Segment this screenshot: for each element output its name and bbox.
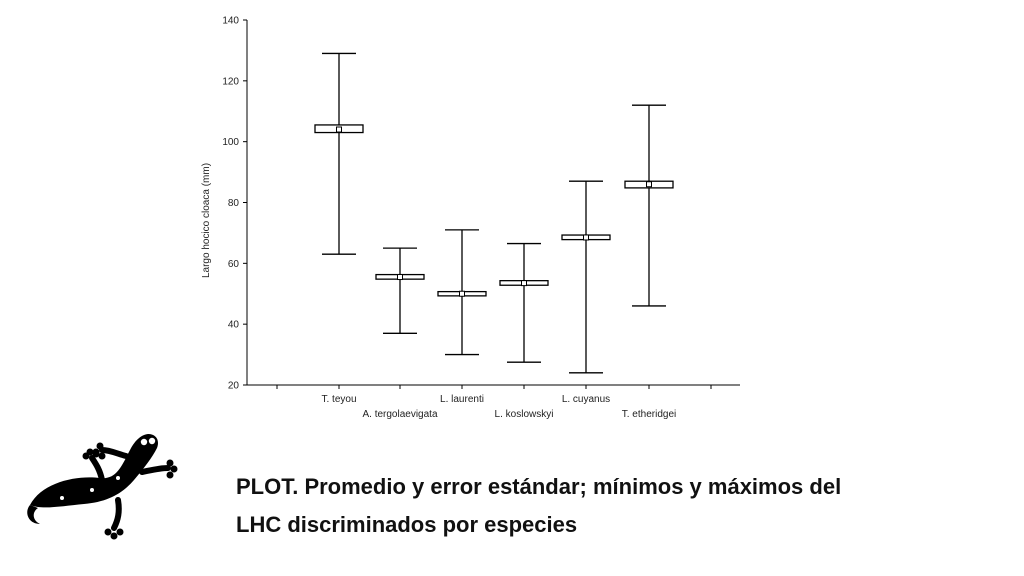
mean-point — [521, 280, 527, 287]
chart: 20 40 60 80 100 120 140 Largo hocico cloaca (mm… — [201, 16, 740, 421]
y-tick-label: 60 — [228, 259, 240, 270]
y-axis-title: Largo hocico cloaca (mm) — [201, 163, 212, 278]
gecko-icon — [27, 434, 178, 540]
caption-line-1: PLOT. Promedio y error estándar; mínimos… — [236, 474, 842, 499]
y-tick-label: 120 — [222, 76, 239, 87]
x-category-label: L. koslowskyi — [495, 409, 554, 420]
x-category-label: L. cuyanus — [562, 394, 610, 405]
x-category-label: T. etheridgei — [622, 409, 676, 420]
y-tick-label: 40 — [228, 320, 240, 331]
x-category-label: L. laurenti — [440, 394, 484, 405]
figure-caption: PLOT. Promedio y error estándar; mínimos… — [236, 468, 996, 544]
mean-point — [646, 181, 652, 188]
caption-line-2: LHC discriminados por especies — [236, 512, 578, 537]
y-tick-label: 140 — [222, 16, 239, 27]
chart-marks — [314, 52, 674, 374]
x-category-label: A. tergolaevigata — [362, 409, 437, 420]
y-tick-label: 100 — [222, 137, 239, 148]
chart-labels: 20 40 60 80 100 120 140 Largo hocico cloaca (mm… — [201, 16, 676, 421]
mean-point — [397, 274, 403, 281]
x-category-label: T. teyou — [321, 394, 356, 405]
y-tick-label: 80 — [228, 198, 240, 209]
mean-point — [336, 126, 342, 133]
mean-point — [459, 290, 465, 297]
mean-point — [583, 234, 589, 241]
chart-axes — [243, 19, 740, 389]
y-tick-label: 20 — [228, 381, 240, 392]
